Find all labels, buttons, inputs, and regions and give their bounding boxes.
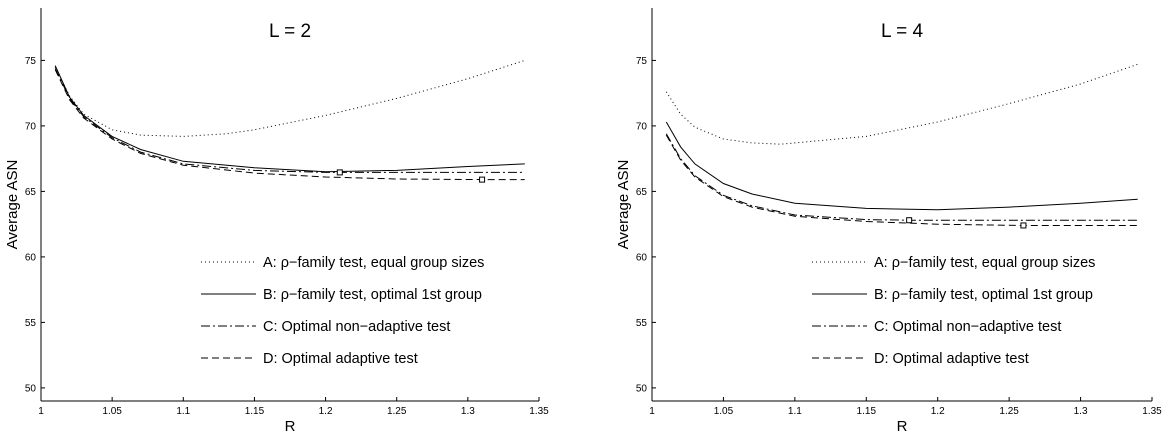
optimum-marker <box>906 217 913 224</box>
y-tick-label: 60 <box>25 252 37 263</box>
x-tick-label: 1.1 <box>176 406 190 417</box>
legend-entry-label: B: ρ−family test, optimal 1st group <box>263 287 482 303</box>
optimum-marker <box>479 176 486 183</box>
y-tick-label: 55 <box>25 318 37 329</box>
y-tick-label: 75 <box>636 56 648 67</box>
legend: A: ρ−family test, equal group sizes B: ρ−… <box>201 255 484 367</box>
legend-entry-label: B: ρ−family test, optimal 1st group <box>874 287 1093 303</box>
y-tick-label: 50 <box>25 383 37 394</box>
series-dashdot-line <box>665 133 1138 221</box>
y-axis-label: Average ASN <box>615 160 632 250</box>
y-axis-label: Average ASN <box>4 160 21 250</box>
x-tick-label: 1.3 <box>1074 406 1088 417</box>
legend: A: ρ−family test, equal group sizes B: ρ−… <box>812 255 1095 367</box>
x-tick-label: 1.05 <box>714 406 734 417</box>
series-dashdot-line <box>54 68 525 173</box>
x-tick-label: 1.25 <box>387 406 407 417</box>
series-solid-line <box>665 121 1138 211</box>
legend-entry-label: D: Optimal adaptive test <box>263 351 418 367</box>
y-tick-label: 60 <box>636 252 648 263</box>
x-tick-label: 1.35 <box>529 406 549 417</box>
y-tick-label: 65 <box>636 187 648 198</box>
x-tick-label: 1.15 <box>857 406 877 417</box>
panel-title: L = 2 <box>269 21 311 42</box>
x-axis-label: R <box>897 418 908 435</box>
x-tick-label: 1.1 <box>788 406 802 417</box>
x-tick-label: 1.35 <box>1142 406 1162 417</box>
series-solid-line <box>54 65 525 173</box>
y-tick-label: 65 <box>25 187 37 198</box>
y-tick-label: 50 <box>636 383 648 394</box>
chart-panel-l4: 1 1.05 1.1 1.15 1.2 1.25 1.3 1.35 50 55 60 65 70 75 R A… <box>615 8 1162 435</box>
x-tick-label: 1.15 <box>245 406 265 417</box>
series-dotted-line <box>54 59 525 137</box>
series-dotted-line <box>665 63 1138 145</box>
chart-panel-l2: 1 1.05 1.1 1.15 1.2 1.25 1.3 1.35 50 55 60 65 70 75 R A… <box>4 8 549 435</box>
y-tick-label: 55 <box>636 318 648 329</box>
x-tick-label: 1.2 <box>931 406 945 417</box>
legend-entry-label: A: ρ−family test, equal group sizes <box>263 255 484 271</box>
x-axis-label: R <box>285 418 296 435</box>
optimum-marker <box>336 169 343 176</box>
x-tick-label: 1 <box>38 406 44 417</box>
legend-entry-label: C: Optimal non−adaptive test <box>263 319 450 335</box>
x-tick-label: 1.3 <box>461 406 475 417</box>
x-tick-label: 1 <box>649 406 655 417</box>
x-tick-label: 1.2 <box>319 406 333 417</box>
legend-entry-label: A: ρ−family test, equal group sizes <box>874 255 1095 271</box>
series-dashed-line <box>665 134 1138 226</box>
optimum-marker <box>1020 222 1027 229</box>
y-tick-label: 70 <box>25 121 37 132</box>
legend-entry-label: D: Optimal adaptive test <box>874 351 1029 367</box>
x-tick-label: 1.25 <box>999 406 1019 417</box>
panel-title: L = 4 <box>881 21 924 42</box>
y-tick-label: 75 <box>25 56 37 67</box>
series-dashed-line <box>54 69 525 181</box>
x-tick-label: 1.05 <box>102 406 122 417</box>
legend-entry-label: C: Optimal non−adaptive test <box>874 319 1061 335</box>
y-tick-label: 70 <box>636 121 648 132</box>
